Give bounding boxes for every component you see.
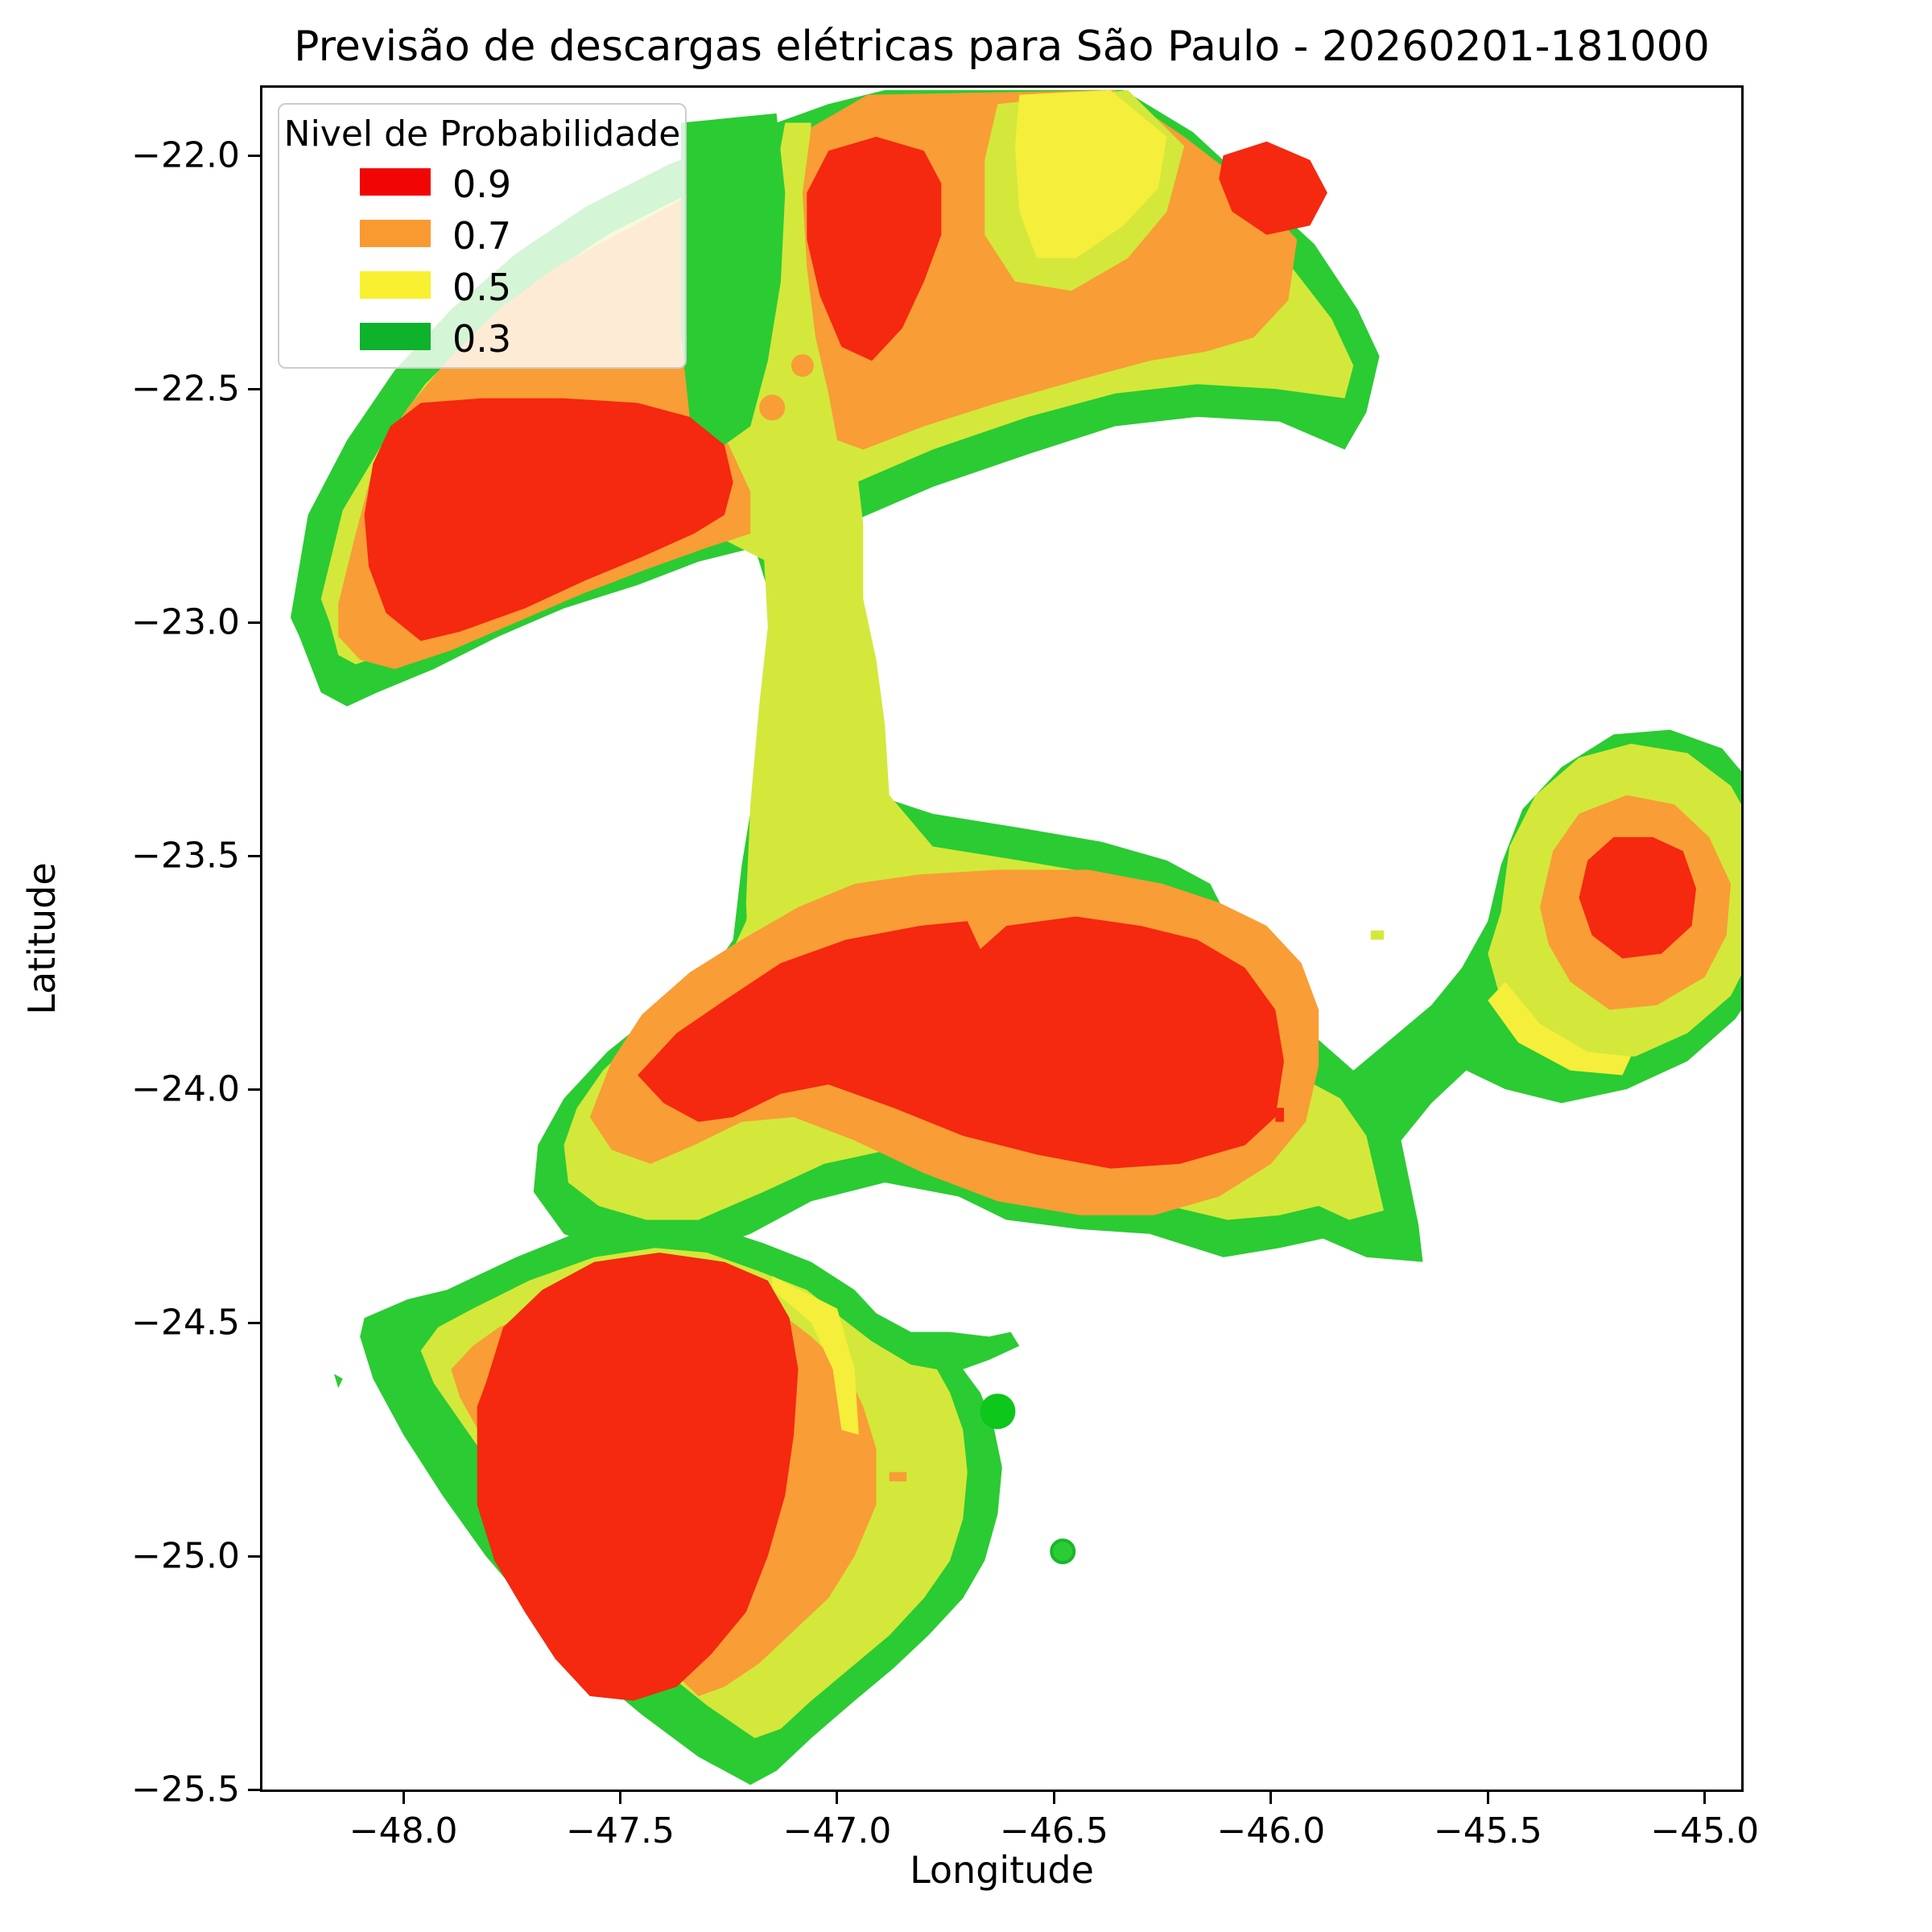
- contour-region-east-ring-yellow-strip: [1488, 981, 1632, 1075]
- y-tick-mark: [248, 1088, 260, 1091]
- legend-title: Nivel de Probabilidade: [283, 114, 681, 155]
- y-tick-mark: [248, 1788, 260, 1791]
- x-tick-mark: [619, 1792, 622, 1804]
- chart-title: Previsão de descargas elétricas para São…: [294, 23, 1710, 71]
- x-tick-label: −48.0: [349, 1810, 458, 1852]
- contour-dot-junction-orange-dot-1: [791, 354, 814, 378]
- y-tick-mark: [248, 854, 260, 857]
- y-tick-mark: [248, 621, 260, 624]
- x-tick-mark: [1269, 1792, 1273, 1804]
- x-axis-label: Longitude: [910, 1848, 1094, 1892]
- contour-region-top-yellow-patch: [1014, 89, 1167, 258]
- legend-swatch-green: [360, 323, 431, 350]
- contour-dot-isolated-green-dot: [1050, 1538, 1076, 1565]
- legend-label: 0.7: [452, 214, 512, 258]
- x-tick-label: −45.0: [1650, 1810, 1760, 1852]
- contour-region-central-red: [638, 916, 1284, 1169]
- x-tick-label: −45.5: [1433, 1810, 1542, 1852]
- contour-region-north-green-strip: [681, 113, 786, 455]
- y-tick-label: −23.5: [131, 835, 240, 877]
- plot-area: Nivel de Probabilidade 0.9 0.7 0.5 0.3: [260, 85, 1744, 1792]
- contour-region-corridor-yellowgreen: [733, 122, 877, 1057]
- contour-dot-junction-orange-dot-2: [759, 394, 786, 421]
- x-tick-label: −47.0: [782, 1810, 892, 1852]
- y-tick-mark: [248, 1554, 260, 1558]
- x-tick-mark: [402, 1792, 405, 1804]
- x-tick-label: −46.0: [1216, 1810, 1326, 1852]
- contour-region-north-east-red: [1219, 141, 1327, 235]
- y-tick-label: −25.5: [131, 1769, 240, 1810]
- x-tick-label: −47.5: [566, 1810, 675, 1852]
- x-tick-mark: [836, 1792, 839, 1804]
- contour-map: [291, 89, 1741, 1785]
- contour-region-south-yellow-strip: [772, 1276, 859, 1435]
- legend: Nivel de Probabilidade 0.9 0.7 0.5 0.3: [278, 103, 687, 369]
- y-axis-label: Latitude: [20, 862, 64, 1015]
- legend-label: 0.3: [452, 317, 512, 361]
- legend-label: 0.5: [452, 266, 512, 309]
- x-tick-mark: [1703, 1792, 1707, 1804]
- contour-region-east-ring-red: [1579, 836, 1696, 959]
- legend-item-0.3: 0.3: [279, 311, 685, 362]
- contour-region-south-orange-dash: [889, 1472, 907, 1482]
- x-tick-mark: [1486, 1792, 1489, 1804]
- legend-swatch-orange: [360, 220, 431, 247]
- legend-swatch-yellow: [360, 271, 431, 299]
- y-tick-label: −23.0: [131, 601, 240, 643]
- contour-region-west-green-sliver: [333, 1373, 343, 1389]
- y-tick-mark: [248, 1321, 260, 1324]
- legend-item-0.9: 0.9: [279, 156, 685, 208]
- x-tick-label: −46.5: [1000, 1810, 1108, 1852]
- legend-label: 0.9: [452, 163, 512, 206]
- x-tick-mark: [1052, 1792, 1055, 1804]
- y-tick-label: −22.5: [131, 368, 240, 410]
- contour-region-bridge-yellowgreen-dash: [1370, 930, 1384, 940]
- y-tick-mark: [248, 154, 260, 157]
- contour-region-north-center-red: [807, 136, 942, 361]
- y-tick-mark: [248, 387, 260, 390]
- contour-region-north-west-red: [364, 398, 733, 642]
- contour-region-south-red: [477, 1253, 799, 1701]
- legend-swatch-red: [360, 168, 431, 196]
- contour-dot-south-darkgreen-dot: [980, 1393, 1016, 1430]
- contour-region-central-red-dash: [1275, 1108, 1284, 1122]
- y-tick-label: −24.0: [131, 1068, 240, 1110]
- y-tick-label: −24.5: [131, 1302, 240, 1344]
- legend-item-0.7: 0.7: [279, 208, 685, 259]
- legend-item-0.5: 0.5: [279, 259, 685, 311]
- y-tick-label: −22.0: [131, 134, 240, 176]
- y-tick-label: −25.0: [131, 1535, 240, 1577]
